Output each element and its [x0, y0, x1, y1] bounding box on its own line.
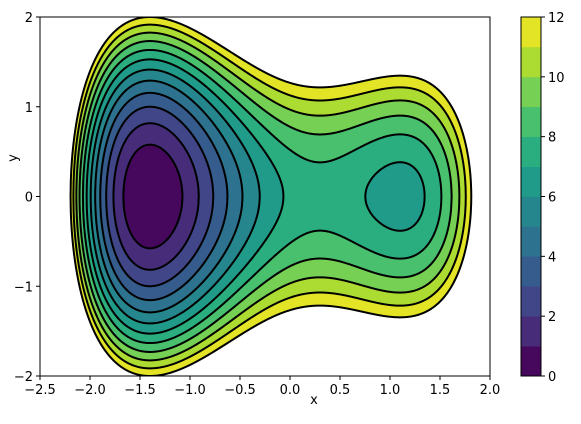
contour-line	[69, 17, 473, 376]
y-tick-label: 1	[25, 101, 33, 116]
colorbar-band	[521, 106, 541, 137]
contour-line	[72, 23, 467, 370]
contour-line	[122, 143, 184, 250]
y-tick-label: 0	[25, 191, 33, 206]
colorbar-tick-label: 10	[548, 71, 565, 86]
colorbar-band	[521, 316, 541, 347]
x-tick-label: −1.5	[124, 383, 156, 398]
colorbar-band	[521, 46, 541, 78]
colorbar-band	[521, 286, 541, 317]
colorbar-tick-label: 2	[548, 310, 556, 325]
colorbar-tick-label: 6	[548, 191, 556, 206]
contour-area	[69, 17, 473, 376]
x-tick-label: 0.5	[330, 383, 351, 398]
colorbar-band	[521, 226, 541, 257]
colorbar-band	[521, 196, 541, 227]
contour-line	[75, 31, 461, 362]
colorbar-band	[521, 76, 541, 108]
x-axis-label: x	[310, 393, 318, 408]
colorbar-tick-label: 8	[548, 131, 556, 146]
x-tick-label: −0.5	[224, 383, 256, 398]
contour-line	[99, 91, 229, 302]
contour-line	[81, 48, 443, 345]
colorbar-band	[521, 346, 541, 377]
contour-line	[112, 122, 200, 271]
colorbar-tick-label: 12	[548, 11, 565, 26]
contour-line	[89, 68, 261, 325]
contour-line	[94, 79, 244, 314]
y-tick-label: −1	[14, 280, 33, 295]
y-tick-label: −2	[14, 370, 33, 385]
colorbar-band	[521, 256, 541, 287]
y-tick-label: 2	[25, 11, 33, 26]
x-tick-label: 1.0	[380, 383, 401, 398]
x-tick-label: −2.0	[74, 383, 106, 398]
x-tick-label: −1.0	[174, 383, 206, 398]
contour-line	[78, 40, 453, 353]
x-tick-label: 1.5	[430, 383, 451, 398]
colorbar-tick-label: 4	[548, 250, 556, 265]
colorbar-band	[521, 136, 541, 167]
contour-line	[105, 105, 215, 288]
colorbar-band	[521, 17, 541, 48]
contour-line	[85, 58, 426, 335]
x-tick-label: 2.0	[480, 383, 501, 398]
x-tick-label: 0.0	[280, 383, 301, 398]
x-tick-label: −2.5	[24, 383, 56, 398]
colorbar-tick-label: 0	[548, 370, 556, 385]
colorbar-band	[521, 166, 541, 197]
y-axis-label: y	[6, 154, 21, 162]
